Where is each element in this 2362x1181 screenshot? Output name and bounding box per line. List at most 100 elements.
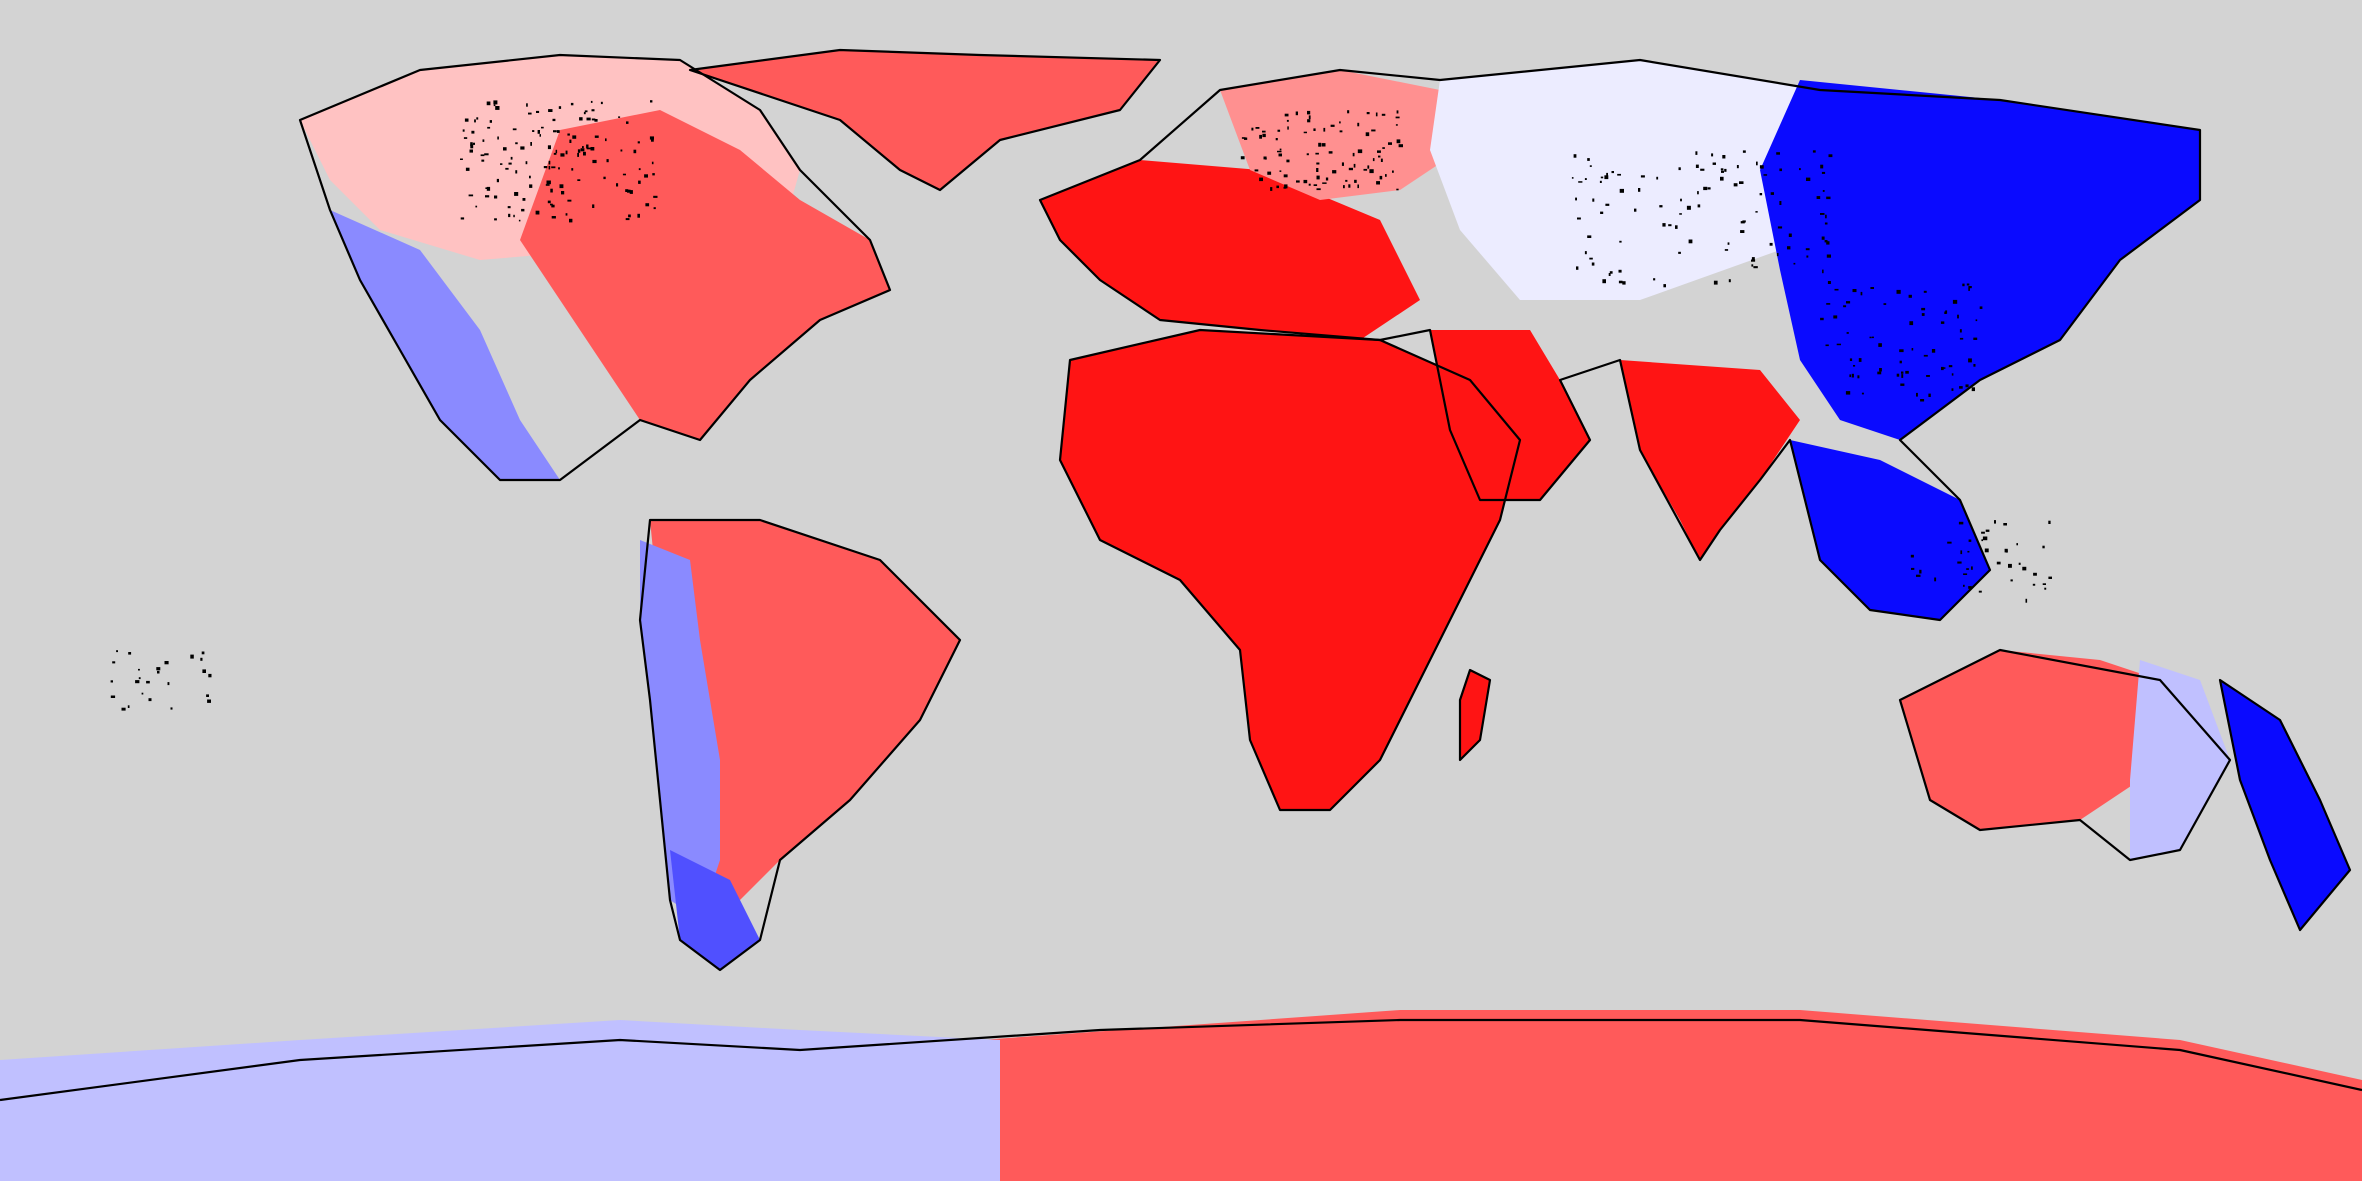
lake-speckle: [553, 152, 557, 155]
lake-speckle: [1634, 208, 1637, 212]
lake-speckle: [157, 670, 160, 674]
lake-speckle: [487, 126, 491, 129]
lake-speckle: [577, 179, 581, 181]
lake-speckle: [1363, 168, 1368, 171]
lake-speckle: [529, 175, 531, 179]
lake-speckle: [1742, 220, 1746, 223]
lake-speckle: [156, 667, 161, 671]
region-new-zealand: [2220, 680, 2350, 930]
region-southeast-asia: [1790, 440, 1990, 620]
lake-speckle: [1341, 162, 1344, 166]
lake-speckle: [1820, 164, 1824, 169]
lake-speckle: [638, 168, 641, 171]
coastline-layer: [0, 48, 2362, 1102]
lake-speckle: [1345, 179, 1348, 182]
lake-speckle: [653, 195, 658, 198]
lake-speckle: [1877, 371, 1882, 375]
lake-speckle: [1316, 175, 1320, 180]
lake-speckle: [1962, 283, 1965, 287]
lake-speckle: [653, 207, 656, 210]
lake-speckle: [468, 194, 474, 197]
lake-speckle: [1899, 360, 1902, 364]
lake-speckle: [515, 170, 518, 174]
lake-speckle: [625, 218, 630, 221]
lake-speckle: [1347, 110, 1350, 114]
lake-speckle: [1584, 251, 1587, 255]
lake-speckle: [1396, 139, 1401, 144]
region-patagonia: [670, 850, 760, 970]
lake-speckle: [1279, 170, 1282, 172]
lake-speckle: [503, 147, 507, 151]
lake-speckle: [637, 213, 640, 218]
lake-speckle: [651, 139, 654, 142]
region-central-siberia: [1430, 60, 1860, 300]
lake-speckle: [138, 668, 140, 671]
lake-speckle: [1753, 266, 1758, 269]
lake-speckle: [121, 707, 126, 711]
lake-speckle: [572, 135, 577, 139]
lake-speckle: [1395, 124, 1398, 126]
lake-speckle: [1283, 174, 1288, 178]
lake-speckle: [1316, 162, 1320, 165]
lake-speckle: [555, 149, 558, 154]
lake-speckle: [1306, 153, 1309, 156]
lake-speckle: [627, 189, 631, 193]
lake-speckle: [1872, 336, 1874, 339]
lake-speckle: [1380, 158, 1383, 162]
lake-speckle: [1828, 154, 1833, 158]
lake-speckle: [1826, 254, 1831, 258]
lake-speckle: [1382, 147, 1385, 149]
lake-speckle: [493, 104, 496, 107]
lake-speckle: [1971, 387, 1975, 392]
lake-speckle: [1787, 246, 1791, 250]
lake-speckle: [1608, 273, 1611, 276]
lake-speckle: [571, 168, 574, 171]
lake-speckle: [2042, 545, 2045, 549]
lake-speckle: [1721, 170, 1724, 173]
lake-speckle: [1348, 184, 1351, 188]
lake-speckle: [551, 204, 555, 208]
lake-speckle: [1254, 169, 1259, 172]
lake-speckle: [1587, 235, 1592, 238]
lake-speckle: [1951, 388, 1954, 391]
lake-speckle: [1742, 150, 1746, 153]
lake-speckle: [1264, 157, 1267, 160]
lake-speckle: [460, 217, 465, 220]
lake-speckle: [577, 152, 579, 157]
lake-speckle: [1816, 196, 1821, 199]
lake-speckle: [1943, 367, 1946, 369]
lake-speckle: [565, 213, 568, 216]
lake-speckle: [553, 130, 557, 133]
lake-speckle: [495, 106, 500, 110]
lake-speckle: [539, 134, 541, 137]
lake-speckle: [1845, 391, 1851, 395]
lake-speckle: [558, 106, 562, 109]
lake-speckle: [508, 213, 511, 218]
lake-speckle: [1910, 554, 1914, 558]
coast-new-zealand: [2218, 678, 2352, 932]
lake-speckle: [1770, 192, 1774, 195]
lake-speckle: [2005, 550, 2008, 553]
lake-speckle: [1952, 299, 1958, 304]
lake-speckle: [594, 119, 598, 122]
lake-speckle: [1944, 311, 1947, 314]
lake-speckle: [1979, 306, 1983, 309]
lake-speckle: [486, 101, 491, 106]
lake-speckle: [1575, 197, 1577, 201]
lake-speckle: [633, 149, 637, 154]
lake-speckle: [1981, 531, 1985, 534]
lake-speckle: [200, 657, 203, 661]
lake-speckle: [1945, 310, 1948, 314]
lake-speckle: [629, 190, 633, 194]
lake-speckle: [515, 142, 518, 145]
lake-speckle: [1707, 187, 1711, 190]
lake-speckle: [521, 208, 525, 212]
lake-speckle: [1339, 121, 1341, 124]
lake-speckle: [1700, 168, 1705, 171]
lake-speckle: [1724, 249, 1729, 251]
lake-speckle: [1966, 283, 1970, 286]
lake-speckle: [2008, 563, 2012, 568]
lake-speckle: [1313, 184, 1318, 186]
lake-speckle: [1259, 177, 1263, 182]
lake-speckle: [546, 180, 551, 185]
